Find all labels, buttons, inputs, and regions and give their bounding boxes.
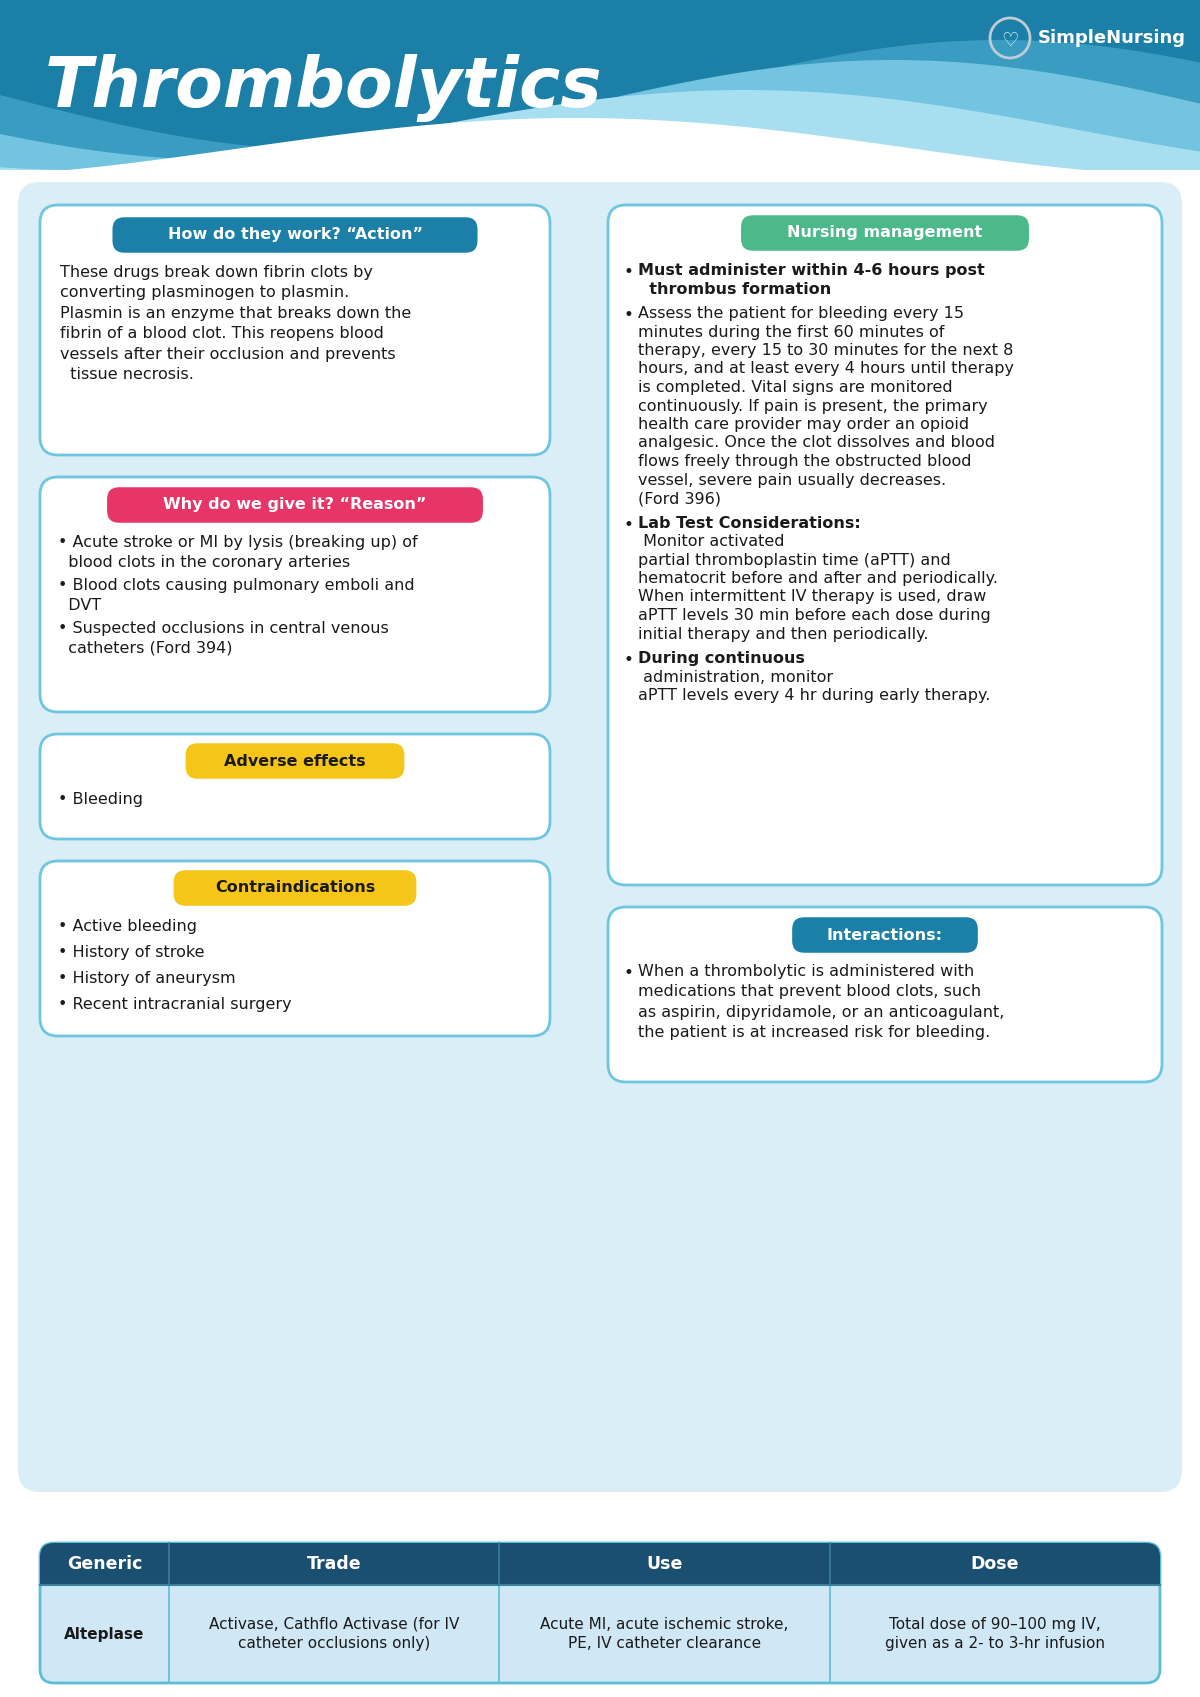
FancyBboxPatch shape	[186, 743, 404, 779]
Text: During continuous: During continuous	[638, 652, 805, 665]
Text: partial thromboplastin time (aPTT) and: partial thromboplastin time (aPTT) and	[638, 553, 950, 567]
FancyBboxPatch shape	[174, 871, 416, 906]
Text: ♡: ♡	[1001, 31, 1019, 49]
Text: Activase, Cathflo Activase (for IV
catheter occlusions only): Activase, Cathflo Activase (for IV cathe…	[209, 1617, 460, 1651]
FancyBboxPatch shape	[742, 216, 1028, 251]
Text: •: •	[624, 516, 634, 533]
Text: Why do we give it? “Reason”: Why do we give it? “Reason”	[163, 497, 427, 512]
Text: Generic: Generic	[67, 1554, 142, 1573]
Text: •: •	[624, 652, 634, 669]
FancyBboxPatch shape	[40, 1543, 1160, 1683]
FancyBboxPatch shape	[608, 906, 1162, 1083]
FancyBboxPatch shape	[608, 205, 1162, 886]
FancyBboxPatch shape	[18, 182, 1182, 1492]
Text: Alteplase: Alteplase	[65, 1626, 144, 1641]
Text: • Suspected occlusions in central venous
  catheters (Ford 394): • Suspected occlusions in central venous…	[58, 621, 389, 655]
Polygon shape	[0, 59, 1200, 170]
Text: vessel, severe pain usually decreases.: vessel, severe pain usually decreases.	[638, 472, 946, 487]
Text: When intermittent IV therapy is used, draw: When intermittent IV therapy is used, dr…	[638, 589, 986, 604]
Text: • Recent intracranial surgery: • Recent intracranial surgery	[58, 998, 292, 1011]
FancyBboxPatch shape	[40, 860, 550, 1035]
Text: (Ford 396): (Ford 396)	[638, 490, 721, 506]
Text: • Acute stroke or MI by lysis (breaking up) of
  blood clots in the coronary art: • Acute stroke or MI by lysis (breaking …	[58, 535, 418, 570]
Text: Adverse effects: Adverse effects	[224, 753, 366, 769]
FancyBboxPatch shape	[107, 487, 482, 523]
Polygon shape	[0, 119, 1200, 178]
FancyBboxPatch shape	[113, 217, 478, 253]
Text: Interactions:: Interactions:	[827, 928, 943, 942]
Text: initial therapy and then periodically.: initial therapy and then periodically.	[638, 626, 929, 641]
Text: Contraindications: Contraindications	[215, 881, 376, 896]
Text: thrombus formation: thrombus formation	[638, 282, 832, 297]
Text: Total dose of 90–100 mg IV,
given as a 2- to 3-hr infusion: Total dose of 90–100 mg IV, given as a 2…	[884, 1617, 1105, 1651]
Text: Use: Use	[647, 1554, 683, 1573]
FancyBboxPatch shape	[0, 0, 1200, 170]
Polygon shape	[0, 41, 1200, 170]
Text: SimpleNursing: SimpleNursing	[1038, 29, 1186, 48]
Text: • Blood clots causing pulmonary emboli and
  DVT: • Blood clots causing pulmonary emboli a…	[58, 579, 415, 613]
Text: Lab Test Considerations:: Lab Test Considerations:	[638, 516, 860, 531]
FancyBboxPatch shape	[40, 477, 550, 713]
Text: hematocrit before and after and periodically.: hematocrit before and after and periodic…	[638, 570, 998, 585]
Text: • Bleeding: • Bleeding	[58, 792, 143, 808]
Text: • Active bleeding: • Active bleeding	[58, 920, 197, 933]
Text: minutes during the first 60 minutes of: minutes during the first 60 minutes of	[638, 324, 944, 339]
Text: Trade: Trade	[307, 1554, 361, 1573]
FancyBboxPatch shape	[40, 205, 550, 455]
Text: aPTT levels every 4 hr during early therapy.: aPTT levels every 4 hr during early ther…	[638, 687, 990, 703]
Text: • History of aneurysm: • History of aneurysm	[58, 971, 235, 986]
Text: •: •	[624, 964, 634, 983]
Polygon shape	[0, 90, 1200, 170]
Text: How do they work? “Action”: How do they work? “Action”	[168, 227, 422, 243]
FancyBboxPatch shape	[792, 918, 978, 952]
Text: analgesic. Once the clot dissolves and blood: analgesic. Once the clot dissolves and b…	[638, 436, 995, 450]
Text: flows freely through the obstructed blood: flows freely through the obstructed bloo…	[638, 455, 972, 468]
Text: Must administer within 4-6 hours post: Must administer within 4-6 hours post	[638, 263, 985, 278]
Text: When a thrombolytic is administered with
medications that prevent blood clots, s: When a thrombolytic is administered with…	[638, 964, 1004, 1040]
Text: continuously. If pain is present, the primary: continuously. If pain is present, the pr…	[638, 399, 988, 414]
Text: These drugs break down fibrin clots by
converting plasminogen to plasmin.
Plasmi: These drugs break down fibrin clots by c…	[60, 265, 412, 382]
Text: Thrombolytics: Thrombolytics	[46, 54, 602, 122]
Text: Acute MI, acute ischemic stroke,
PE, IV catheter clearance: Acute MI, acute ischemic stroke, PE, IV …	[540, 1617, 788, 1651]
Text: Monitor activated: Monitor activated	[638, 535, 785, 550]
Text: administration, monitor: administration, monitor	[638, 670, 833, 684]
Text: aPTT levels 30 min before each dose during: aPTT levels 30 min before each dose duri…	[638, 608, 991, 623]
Text: is completed. Vital signs are monitored: is completed. Vital signs are monitored	[638, 380, 953, 395]
FancyBboxPatch shape	[40, 1565, 1160, 1585]
FancyBboxPatch shape	[40, 735, 550, 838]
FancyBboxPatch shape	[40, 1543, 1160, 1585]
Text: health care provider may order an opioid: health care provider may order an opioid	[638, 417, 970, 433]
Text: hours, and at least every 4 hours until therapy: hours, and at least every 4 hours until …	[638, 361, 1014, 377]
Text: • History of stroke: • History of stroke	[58, 945, 204, 961]
Text: Assess the patient for bleeding every 15: Assess the patient for bleeding every 15	[638, 305, 964, 321]
Text: Nursing management: Nursing management	[787, 226, 983, 241]
Text: •: •	[624, 305, 634, 324]
Text: Dose: Dose	[971, 1554, 1019, 1573]
Text: •: •	[624, 263, 634, 282]
Text: therapy, every 15 to 30 minutes for the next 8: therapy, every 15 to 30 minutes for the …	[638, 343, 1013, 358]
